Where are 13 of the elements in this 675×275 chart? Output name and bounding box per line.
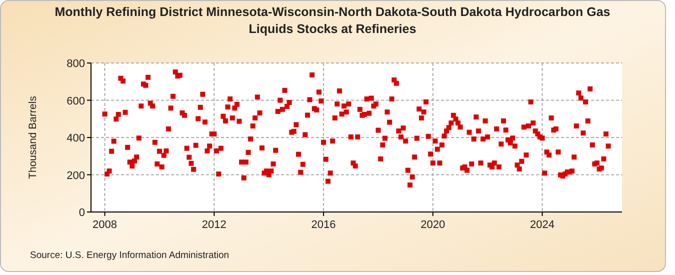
y-axis-title: Thousand Barrels [27,96,39,179]
y-tick-label: 0 [78,207,85,219]
source-note: Source: U.S. Energy Information Administration [30,250,230,261]
chart-title: Monthly Refining District Minnesota-Wisconsin-North Dakota-South Dakota Hydrocarbon Gas Liquids Stocks at Refineries [54,5,610,36]
x-tick-label: 2012 [202,219,226,231]
y-tick-label: 400 [66,132,85,144]
x-tick-label: 2024 [530,219,555,231]
x-tick-label: 2008 [92,219,118,231]
y-tick-label: 600 [66,95,85,108]
x-tick-label: 2020 [420,219,446,231]
y-tick-label: 200 [66,170,85,182]
x-tick-label: 2016 [311,219,336,231]
y-tick-label: 800 [66,58,85,70]
